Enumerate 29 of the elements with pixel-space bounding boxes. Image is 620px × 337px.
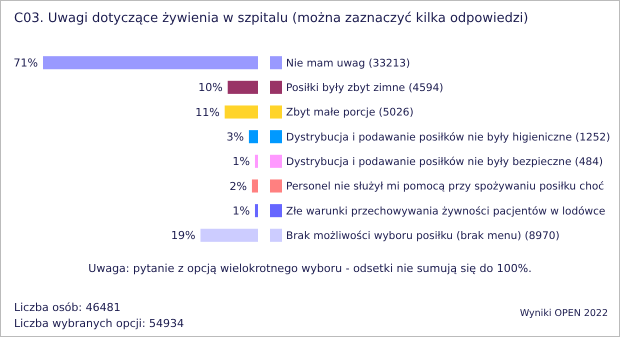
data-label: 2% bbox=[229, 180, 247, 193]
data-label: 19% bbox=[171, 229, 196, 242]
text: Wyniki OPEN 2022 bbox=[520, 308, 608, 319]
text: Uwaga: pytanie z opcją wielokrotnego wyboru - odsetki nie sumują się do 100%. bbox=[88, 262, 532, 275]
bar bbox=[252, 179, 258, 193]
y-tick-label: Zbyt małe porcje (5026) bbox=[286, 106, 414, 119]
text: Liczba osób: 46481 bbox=[14, 301, 121, 314]
y-tick-label: Brak możliwości wyboru posiłku (brak menu) (8970) bbox=[286, 230, 560, 242]
data-label: 1% bbox=[232, 155, 250, 168]
y-tick-label: Dystrybucja i podawanie posiłków nie były higieniczne (1252) bbox=[286, 131, 610, 144]
y-tick-label: Personel nie służył mi pomocą przy spożywaniu posiłku choć bbox=[286, 180, 604, 193]
data-label: 11% bbox=[195, 106, 220, 119]
text: Liczba wybranych opcji: 54934 bbox=[14, 317, 184, 330]
bar bbox=[248, 130, 258, 144]
bar bbox=[200, 228, 258, 242]
y-tick-label: Dystrybucja i podawanie posiłków nie były bezpieczne (484) bbox=[286, 156, 603, 168]
data-label: 10% bbox=[198, 81, 223, 94]
data-label: 3% bbox=[226, 130, 244, 144]
bar bbox=[254, 154, 258, 168]
data-label: 71% bbox=[14, 56, 38, 70]
chart-title: C03. Uwagi dotyczące żywienia w szpitalu (można zaznaczyć kilka odpowiedzi) bbox=[14, 11, 528, 26]
bar bbox=[254, 204, 258, 218]
bar bbox=[228, 80, 258, 94]
data-label: 1% bbox=[232, 204, 250, 218]
bar bbox=[43, 56, 258, 70]
y-tick-label: Nie mam uwag (33213) bbox=[286, 57, 410, 70]
bar bbox=[224, 105, 258, 119]
y-tick-label: Złe warunki przechowywania żywności pacjentów w lodówce bbox=[286, 205, 606, 218]
y-tick-label: Posiłki były zbyt zimne (4594) bbox=[286, 82, 444, 94]
